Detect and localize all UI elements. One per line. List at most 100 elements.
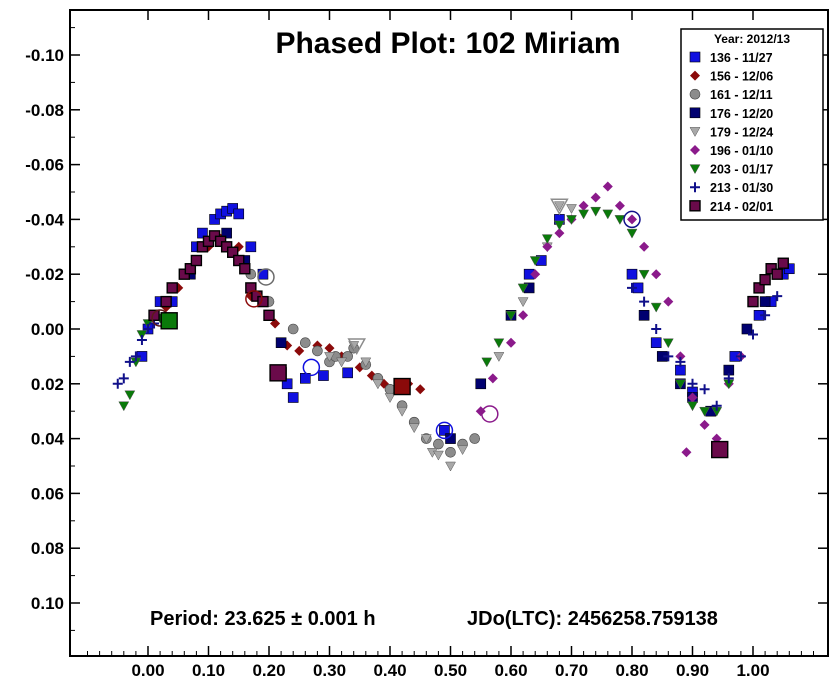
legend-label: 196 - 01/10	[710, 144, 773, 158]
x-tick-label: 0.90	[676, 661, 709, 680]
data-point	[753, 282, 765, 294]
data-point	[384, 393, 396, 404]
legend-item: 203 - 01/17	[689, 163, 773, 177]
data-points	[112, 181, 795, 472]
legend-marker	[690, 145, 700, 155]
legend-marker	[689, 127, 701, 137]
data-point	[445, 461, 456, 472]
data-point	[777, 257, 789, 269]
data-point	[650, 337, 662, 349]
data-point	[699, 406, 711, 417]
data-point	[602, 209, 614, 220]
data-point	[118, 401, 130, 412]
data-point	[553, 201, 565, 212]
x-tick-label: 0.00	[131, 661, 164, 680]
data-point	[481, 357, 493, 368]
data-point	[275, 337, 287, 349]
data-point	[518, 310, 529, 321]
legend-marker	[689, 164, 701, 175]
y-tick-label: -0.08	[25, 101, 64, 120]
data-point	[759, 296, 771, 307]
legend-item: 214 - 02/01	[689, 200, 773, 214]
data-point	[699, 419, 710, 430]
data-point	[627, 214, 637, 225]
legend-item: 161 - 12/11	[689, 88, 773, 102]
data-point	[614, 200, 625, 211]
y-tick-label: 0.00	[31, 320, 64, 339]
data-point	[566, 215, 577, 225]
data-point	[433, 438, 444, 450]
y-tick-label: -0.04	[25, 210, 64, 229]
data-point	[245, 241, 257, 253]
data-point	[760, 310, 771, 321]
highlight-marker	[435, 421, 454, 440]
data-point	[626, 228, 638, 239]
data-point	[239, 263, 251, 275]
x-tick-label: 0.50	[434, 661, 467, 680]
data-point	[312, 345, 323, 357]
data-point	[748, 329, 758, 340]
data-point	[681, 447, 692, 458]
legend: Year: 2012/13 136 - 11/27 156 - 12/06 161 …	[680, 28, 824, 221]
legend-marker	[690, 70, 700, 81]
data-point	[324, 343, 335, 354]
data-point	[257, 268, 269, 280]
x-tick-label: 0.20	[252, 661, 285, 680]
data-point	[639, 296, 650, 307]
data-point	[651, 269, 662, 280]
data-point	[148, 309, 160, 321]
data-point	[124, 390, 136, 401]
data-point	[602, 181, 613, 192]
data-point	[281, 378, 293, 390]
data-point	[687, 392, 698, 403]
data-point	[759, 273, 771, 286]
data-point	[554, 228, 565, 239]
legend-item: 176 - 12/20	[689, 107, 773, 121]
data-point	[336, 357, 348, 368]
legend-marker	[689, 200, 701, 212]
epoch-label: JDo(LTC): 2456258.759138	[467, 608, 718, 630]
highlight-marker	[245, 290, 263, 308]
data-point	[118, 373, 129, 384]
data-point	[130, 351, 141, 362]
data-point	[439, 425, 450, 436]
highlight-marker	[550, 198, 569, 216]
data-point	[445, 446, 456, 458]
series-8	[148, 230, 789, 379]
data-point	[324, 352, 335, 362]
data-point	[735, 351, 746, 362]
legend-box	[680, 28, 824, 221]
highlight-markers	[151, 198, 729, 459]
legend-label: 179 - 12/24	[710, 125, 773, 139]
data-point	[638, 269, 650, 280]
data-point	[517, 297, 529, 308]
data-point	[487, 373, 498, 384]
data-point	[651, 324, 662, 334]
legend-label: 176 - 12/20	[710, 107, 773, 121]
x-tick-label: 0.70	[555, 661, 588, 680]
data-point	[747, 295, 759, 308]
data-point	[190, 254, 203, 267]
highlight-marker	[711, 440, 729, 459]
data-point	[124, 356, 135, 367]
data-point	[517, 283, 529, 294]
data-point	[553, 220, 565, 231]
data-point	[372, 379, 384, 390]
data-point	[227, 203, 238, 214]
highlight-marker	[269, 364, 287, 382]
data-point	[342, 367, 353, 379]
data-point	[432, 450, 444, 461]
data-point	[294, 345, 305, 356]
highlight-marker	[257, 268, 275, 286]
data-point	[627, 282, 637, 293]
legend-label: 203 - 01/17	[710, 163, 773, 177]
data-point	[590, 192, 601, 203]
data-point	[675, 356, 686, 367]
legend-item: 213 - 01/30	[690, 181, 773, 195]
legend-label: 214 - 02/01	[710, 200, 773, 214]
period-label: Period: 23.625 ± 0.001 h	[150, 608, 376, 630]
data-point	[542, 241, 553, 252]
x-tick-label: 0.80	[615, 661, 648, 680]
